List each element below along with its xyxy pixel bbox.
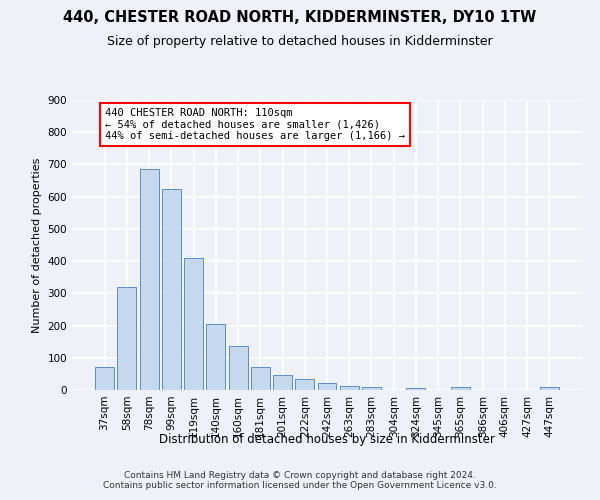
Bar xyxy=(295,378,314,390)
Bar xyxy=(406,388,425,390)
Y-axis label: Number of detached properties: Number of detached properties xyxy=(32,158,42,332)
Bar xyxy=(340,386,359,390)
Text: Size of property relative to detached houses in Kidderminster: Size of property relative to detached ho… xyxy=(107,35,493,48)
Bar xyxy=(317,382,337,390)
Bar xyxy=(118,287,136,390)
Bar xyxy=(451,388,470,390)
Bar xyxy=(95,368,114,390)
Bar xyxy=(362,388,381,390)
Bar xyxy=(540,388,559,390)
Text: 440, CHESTER ROAD NORTH, KIDDERMINSTER, DY10 1TW: 440, CHESTER ROAD NORTH, KIDDERMINSTER, … xyxy=(64,10,536,25)
Bar xyxy=(229,346,248,390)
Bar xyxy=(140,170,158,390)
Text: Distribution of detached houses by size in Kidderminster: Distribution of detached houses by size … xyxy=(159,432,495,446)
Bar xyxy=(206,324,225,390)
Bar xyxy=(251,368,270,390)
Text: 440 CHESTER ROAD NORTH: 110sqm
← 54% of detached houses are smaller (1,426)
44% : 440 CHESTER ROAD NORTH: 110sqm ← 54% of … xyxy=(105,108,405,142)
Bar xyxy=(273,374,292,390)
Text: Contains HM Land Registry data © Crown copyright and database right 2024.
Contai: Contains HM Land Registry data © Crown c… xyxy=(103,470,497,490)
Bar xyxy=(184,258,203,390)
Bar xyxy=(162,188,181,390)
